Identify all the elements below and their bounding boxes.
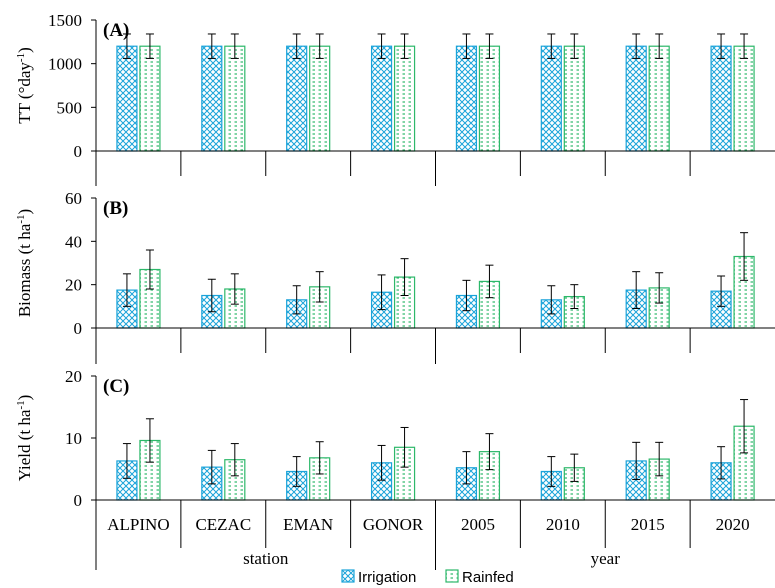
bar-rainfed-2020 [733,45,755,152]
legend-label-rainfed: Rainfed [462,569,514,586]
x-tick-label: 2020 [716,515,750,534]
panel-label: (B) [103,198,128,219]
bar-rainfed-2005 [478,45,501,152]
bar-irrigation-2010 [540,45,562,152]
bar-rainfed-cezac [224,45,246,152]
x-tick-label: GONOR [363,515,424,534]
y-tick-label: 40 [65,232,82,251]
bar-irrigation-gonor [370,45,393,152]
y-tick-label: 1000 [48,55,82,74]
group-label-year: year [591,549,621,568]
bar-rainfed-alpino [139,45,161,152]
y-tick-label: 0 [74,142,83,161]
panel-c: 0 10 20 Yield (t ha-1) (C) [15,367,775,510]
bar-rainfed-eman [309,45,331,152]
bar-irrigation-alpino [116,45,138,152]
legend-swatch-irrigation [341,569,355,583]
y-tick-label: 1500 [48,11,82,30]
bar-irrigation-cezac [201,45,223,152]
y-tick-label: 20 [65,276,82,295]
x-tick-label: ALPINO [107,515,169,534]
bar-rainfed-gonor [393,45,416,152]
legend-label-irrigation: Irrigation [358,569,416,586]
y-tick-label: 60 [65,189,82,208]
x-tick-label: 2005 [461,515,495,534]
x-tick-label: EMAN [283,515,333,534]
x-tick-label: CEZAC [195,515,251,534]
y-axis-title: Yield (t ha-1) [15,395,34,482]
chart-plot-area: 0 500 1000 1500 TT (°day-1) (A) 0 20 40 60 Biomass… [15,11,775,586]
y-tick-label: 500 [57,98,83,117]
bar-rainfed-2015 [648,45,670,152]
y-tick-label: 20 [65,367,82,386]
x-tick-label: 2015 [631,515,665,534]
y-tick-label: 0 [74,491,83,510]
panel-label: (C) [103,376,129,397]
x-tick-label: 2010 [546,515,580,534]
bar-irrigation-2015 [625,45,647,152]
bar-irrigation-2005 [455,45,478,152]
bar-irrigation-2020 [710,45,732,152]
panel-label: (A) [103,20,129,41]
bar-irrigation-eman [286,45,308,152]
legend-swatch-rainfed [445,569,459,583]
panel-a: 0 500 1000 1500 TT (°day-1) (A) [15,11,775,186]
y-axis-title: Biomass (t ha-1) [15,209,34,317]
group-label-station: station [243,549,289,568]
bar-rainfed-2010 [563,45,585,152]
y-tick-label: 10 [65,429,82,448]
y-tick-label: 0 [74,319,83,338]
panel-b: 0 20 40 60 Biomass (t ha-1) (B) [15,189,775,364]
x-axis-categories: ALPINO CEZAC EMAN GONOR 2005 2010 2015 2020 stat… [95,500,750,570]
y-axis-title: TT (°day-1) [15,47,34,124]
legend: Irrigation Rainfed [341,569,514,586]
